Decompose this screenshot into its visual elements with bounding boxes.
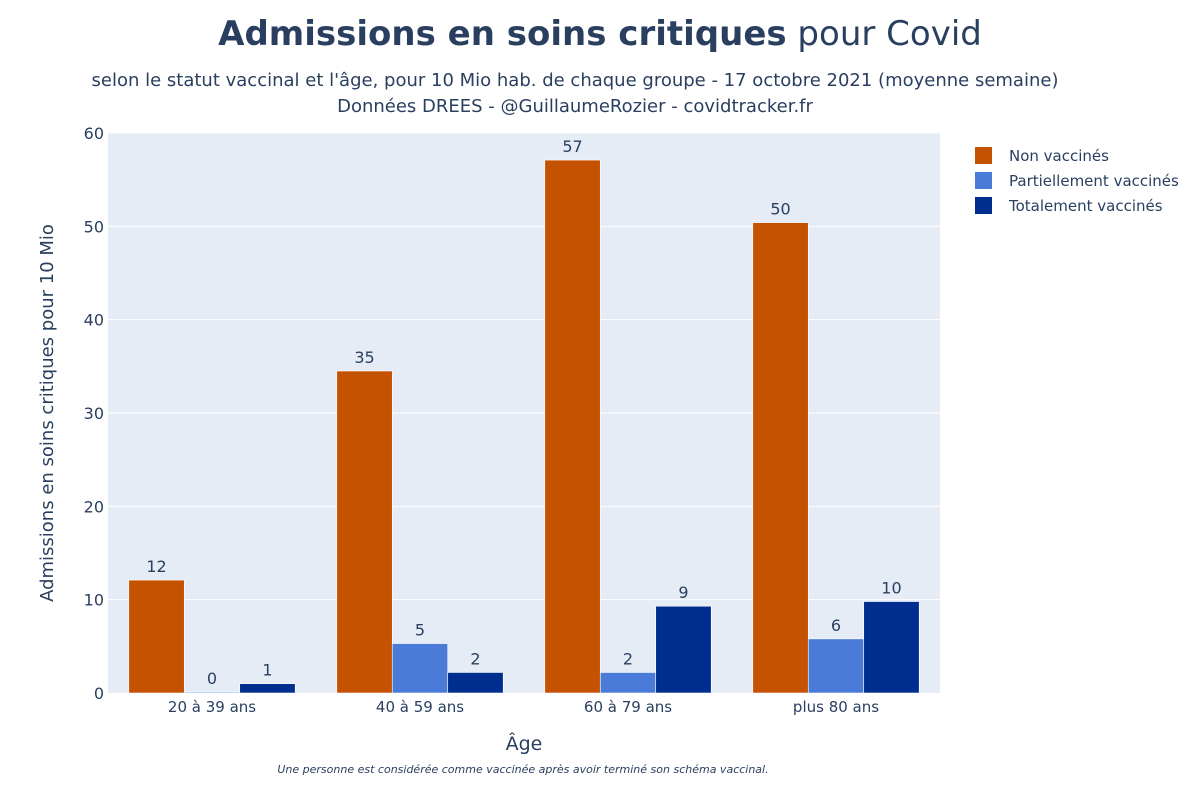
chart-title-bold: Admissions en soins critiques [218,14,787,54]
bar-value-label: 10 [881,579,901,598]
legend-item[interactable]: Partiellement vaccinés [975,168,1179,193]
bar-value-label: 5 [415,621,425,640]
bar [183,691,241,694]
x-tick-label: 40 à 59 ans [376,698,464,716]
bar-value-label: 35 [354,348,374,367]
y-tick-label: 40 [84,311,104,330]
y-tick-label: 60 [84,124,104,143]
bar-value-label: 12 [146,557,166,576]
bar-value-label: 0 [207,669,217,688]
bar [863,601,920,694]
footnote: Une personne est considérée comme vaccin… [277,763,769,776]
bar [752,222,809,694]
legend-item[interactable]: Non vaccinés [975,143,1179,168]
bar-value-label: 2 [470,649,480,668]
y-tick-label: 30 [84,404,104,423]
legend-label: Partiellement vaccinés [1009,171,1179,190]
bar [807,638,865,694]
bar [599,672,657,694]
bar [239,683,296,694]
legend-label: Totalement vaccinés [1009,196,1163,215]
x-tick-label: 60 à 79 ans [584,698,672,716]
bar-value-label: 1 [262,661,272,680]
bar [128,579,185,694]
x-tick-label: plus 80 ans [793,698,879,716]
y-tick-label: 0 [94,684,104,703]
bar [447,672,504,694]
bar [336,370,393,694]
bar-value-label: 2 [623,649,633,668]
bar [391,643,449,694]
chart-legend: Non vaccinés Partiellement vaccinés Totale… [975,143,1179,218]
legend-item[interactable]: Totalement vaccinés [975,193,1179,218]
chart-source: Données DREES - @GuillaumeRozier - covid… [337,96,813,117]
legend-label: Non vaccinés [1009,146,1109,165]
bar-value-label: 57 [562,137,582,156]
y-tick-label: 20 [84,497,104,516]
legend-swatch [975,197,992,214]
x-tick-label: 20 à 39 ans [168,698,256,716]
y-axis-title: Admissions en soins critiques pour 10 Mi… [37,224,58,602]
bar-value-label: 50 [770,200,790,219]
legend-swatch [975,147,992,164]
chart-subtitle: selon le statut vaccinal et l'âge, pour … [91,70,1059,91]
bar-value-label: 6 [831,616,841,635]
bar [544,159,601,694]
x-axis-title: Âge [506,732,543,755]
y-tick-label: 10 [84,591,104,610]
chart-title-rest: pour Covid [786,14,982,54]
legend-swatch [975,172,992,189]
bar [655,605,712,694]
bar-value-label: 9 [678,583,688,602]
y-tick-label: 50 [84,217,104,236]
chart-title: Admissions en soins critiques pour Covid [0,14,1200,54]
